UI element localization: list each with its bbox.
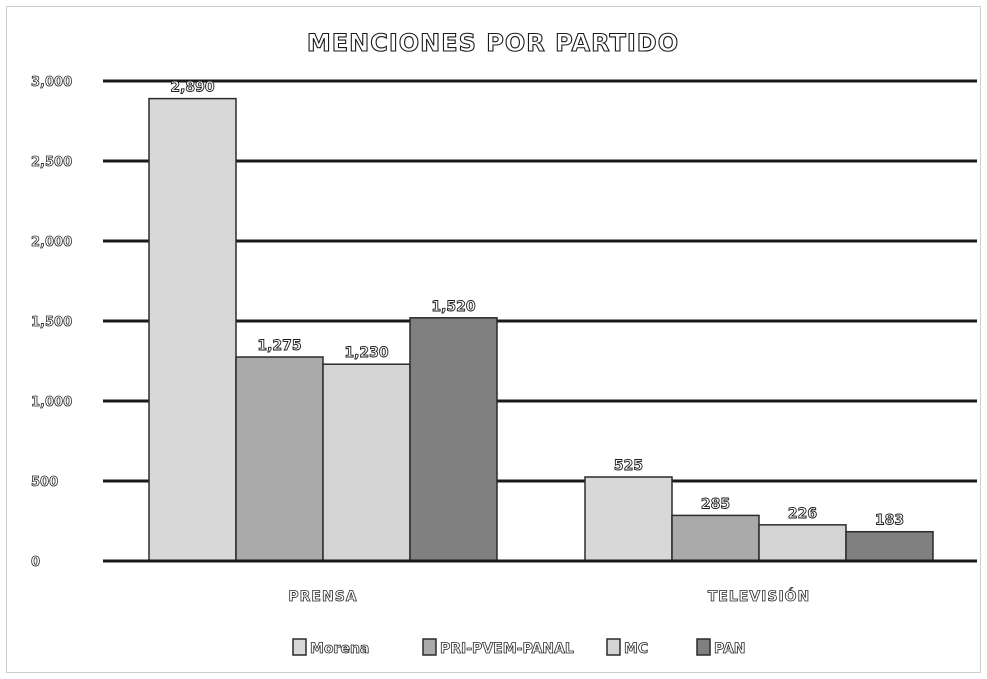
y-tick-label: 2,000	[31, 235, 72, 250]
y-tick-label: 1,500	[31, 315, 72, 330]
bar	[671, 514, 760, 562]
bar	[148, 97, 237, 562]
data-label: 226	[788, 506, 817, 522]
x-tick-label: TELEVISIÓN	[708, 587, 811, 605]
data-label: 285	[701, 496, 730, 512]
bar	[235, 356, 324, 562]
bar	[845, 530, 934, 562]
legend-label: MC	[624, 641, 648, 657]
data-label: 2,890	[170, 80, 215, 96]
data-label: 1,230	[344, 345, 389, 361]
bar	[322, 363, 411, 562]
legend-item: MC	[606, 638, 649, 657]
data-labels: 2,890 1,275 1,230 1,520 525 285 226 183	[170, 79, 905, 529]
data-label: 1,520	[431, 299, 476, 315]
bar	[758, 524, 847, 562]
chart-title: MENCIONES POR PARTIDO	[307, 29, 679, 57]
bar	[409, 317, 498, 562]
legend-label: PRI-PVEM-PANAL	[440, 641, 574, 657]
legend-swatch	[422, 638, 437, 656]
y-tick-label: 3,000	[31, 75, 72, 90]
data-label: 525	[614, 458, 643, 474]
chart-frame: 2,890 1,275 1,230 1,520 525 285 226 183 0 500 1,0…	[6, 6, 981, 673]
bar	[584, 476, 673, 562]
y-tick-label: 1,000	[31, 395, 72, 410]
bar-chart: 2,890 1,275 1,230 1,520 525 285 226 183 0 500 1,0…	[31, 28, 977, 657]
legend-swatch	[696, 638, 711, 656]
legend-label: PAN	[714, 641, 746, 657]
legend-item: PAN	[696, 638, 746, 657]
y-tick-label: 0	[31, 555, 40, 570]
bars	[148, 97, 934, 562]
data-label: 1,275	[257, 338, 301, 354]
legend: Morena PRI-PVEM-PANAL MC PAN	[292, 638, 746, 657]
axes: 0 500 1,000 1,500 2,000 2,500 3,000 PRENSA TELEV…	[31, 75, 977, 605]
legend-item: Morena	[292, 638, 370, 657]
x-tick-label: PRENSA	[288, 589, 357, 605]
legend-swatch	[606, 638, 621, 656]
data-label: 183	[875, 513, 904, 529]
legend-swatch	[292, 638, 307, 656]
legend-label: Morena	[310, 641, 369, 657]
y-tick-label: 2,500	[31, 155, 72, 170]
legend-item: PRI-PVEM-PANAL	[422, 638, 574, 657]
y-tick-label: 500	[31, 475, 58, 490]
